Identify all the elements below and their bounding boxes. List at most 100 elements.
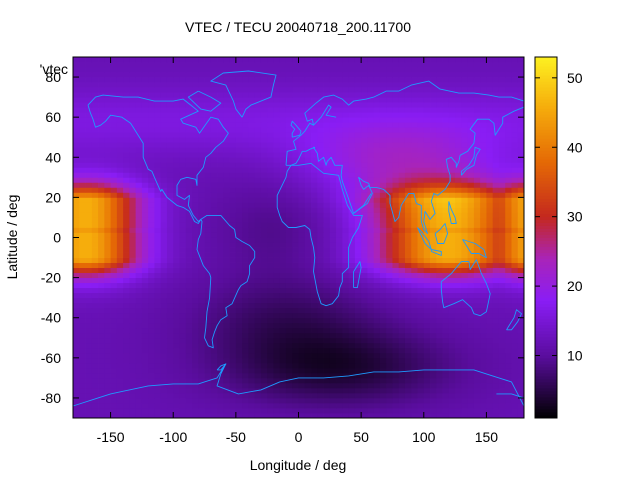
- heatmap-cell: [505, 332, 512, 339]
- heatmap-cell: [273, 277, 281, 284]
- heatmap-cell: [85, 67, 93, 73]
- heatmap-cell: [373, 172, 381, 178]
- heatmap-cell: [85, 392, 93, 399]
- heatmap-cell: [336, 347, 343, 354]
- heatmap-cell: [285, 127, 293, 133]
- heatmap-cell: [135, 387, 143, 394]
- heatmap-cell: [304, 362, 312, 369]
- heatmap-cell: [235, 272, 243, 279]
- heatmap-cell: [141, 97, 149, 103]
- heatmap-cell: [505, 267, 512, 273]
- heatmap-cell: [336, 307, 343, 314]
- heatmap-cell: [129, 167, 137, 173]
- heatmap-cell: [373, 357, 381, 364]
- heatmap-cell: [436, 167, 443, 173]
- heatmap-cell: [116, 157, 124, 163]
- heatmap-cell: [329, 257, 337, 263]
- heatmap-cell: [423, 112, 431, 118]
- heatmap-cell: [373, 167, 381, 173]
- heatmap-cell: [298, 367, 306, 374]
- heatmap-cell: [342, 412, 350, 419]
- heatmap-cell: [210, 117, 218, 123]
- heatmap-cell: [185, 357, 193, 364]
- heatmap-cell: [317, 202, 324, 208]
- heatmap-cell: [242, 192, 249, 198]
- heatmap-cell: [129, 87, 137, 93]
- heatmap-cell: [260, 377, 268, 384]
- heatmap-cell: [486, 87, 494, 93]
- heatmap-cell: [354, 122, 362, 128]
- heatmap-cell: [91, 217, 99, 223]
- heatmap-cell: [292, 397, 299, 404]
- heatmap-cell: [260, 192, 268, 198]
- heatmap-cell: [423, 262, 431, 268]
- heatmap-cell: [498, 157, 506, 163]
- heatmap-cell: [198, 297, 205, 304]
- heatmap-cell: [486, 192, 494, 198]
- heatmap-cell: [148, 387, 155, 394]
- heatmap-cell: [148, 157, 155, 163]
- heatmap-cell: [292, 152, 299, 158]
- heatmap-cell: [210, 352, 218, 359]
- heatmap-cell: [185, 192, 193, 198]
- heatmap-cell: [492, 262, 500, 268]
- heatmap-cell: [104, 267, 111, 273]
- heatmap-cell: [505, 92, 512, 98]
- heatmap-cell: [229, 207, 237, 213]
- heatmap-cell: [192, 87, 199, 93]
- heatmap-cell: [79, 262, 86, 268]
- heatmap-cell: [311, 237, 318, 243]
- heatmap-cell: [317, 272, 324, 279]
- heatmap-cell: [298, 152, 306, 158]
- heatmap-cell: [517, 387, 525, 394]
- heatmap-cell: [73, 212, 80, 218]
- heatmap-cell: [273, 267, 281, 273]
- heatmap-cell: [141, 397, 149, 404]
- heatmap-cell: [298, 282, 306, 289]
- heatmap-cell: [267, 292, 274, 299]
- heatmap-cell: [329, 242, 337, 248]
- heatmap-cell: [267, 162, 274, 168]
- heatmap-cell: [229, 312, 237, 319]
- heatmap-cell: [473, 332, 481, 339]
- heatmap-cell: [160, 402, 168, 409]
- heatmap-cell: [235, 387, 243, 394]
- heatmap-cell: [392, 352, 400, 359]
- heatmap-cell: [179, 372, 187, 379]
- heatmap-cell: [285, 412, 293, 419]
- heatmap-cell: [417, 377, 425, 384]
- heatmap-cell: [260, 147, 268, 153]
- heatmap-cell: [242, 152, 249, 158]
- heatmap-cell: [492, 402, 500, 409]
- heatmap-cell: [242, 282, 249, 289]
- heatmap-cell: [279, 97, 287, 103]
- heatmap-cell: [273, 122, 281, 128]
- heatmap-cell: [110, 232, 118, 238]
- heatmap-cell: [298, 82, 306, 88]
- heatmap-cell: [430, 92, 437, 98]
- heatmap-cell: [329, 372, 337, 379]
- heatmap-cell: [467, 187, 475, 193]
- heatmap-cell: [154, 412, 162, 419]
- heatmap-cell: [98, 382, 105, 389]
- heatmap-cell: [361, 287, 368, 294]
- heatmap-cell: [311, 117, 318, 123]
- heatmap-cell: [455, 167, 462, 173]
- heatmap-cell: [398, 102, 406, 108]
- heatmap-cell: [379, 157, 387, 163]
- heatmap-cell: [210, 372, 218, 379]
- heatmap-cell: [423, 117, 431, 123]
- heatmap-cell: [436, 137, 443, 143]
- heatmap-cell: [448, 367, 456, 374]
- heatmap-cell: [511, 327, 519, 334]
- heatmap-cell: [166, 337, 174, 344]
- heatmap-cell: [461, 162, 469, 168]
- heatmap-cell: [229, 247, 237, 253]
- heatmap-cell: [342, 337, 350, 344]
- heatmap-cell: [123, 67, 130, 73]
- heatmap-cell: [398, 132, 406, 138]
- heatmap-cell: [285, 212, 293, 218]
- heatmap-cell: [442, 402, 450, 409]
- heatmap-cell: [73, 92, 80, 98]
- heatmap-cell: [173, 92, 180, 98]
